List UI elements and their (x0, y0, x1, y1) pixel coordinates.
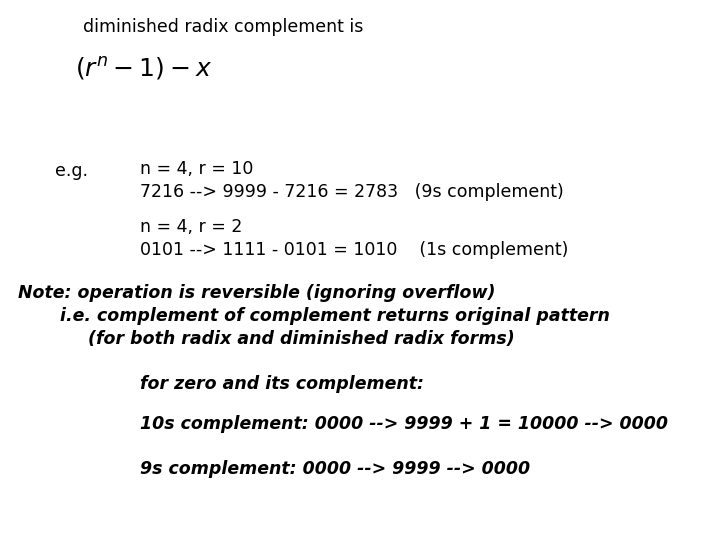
Text: 10s complement: 0000 --> 9999 + 1 = 10000 --> 0000: 10s complement: 0000 --> 9999 + 1 = 1000… (140, 415, 668, 433)
Text: diminished radix complement is: diminished radix complement is (83, 18, 364, 36)
Text: e.g.: e.g. (55, 162, 88, 180)
Text: 7216 --> 9999 - 7216 = 2783   (9s complement): 7216 --> 9999 - 7216 = 2783 (9s compleme… (140, 183, 564, 201)
Text: (for both radix and diminished radix forms): (for both radix and diminished radix for… (88, 330, 515, 348)
Text: 9s complement: 0000 --> 9999 --> 0000: 9s complement: 0000 --> 9999 --> 0000 (140, 460, 530, 478)
Text: n = 4, r = 10: n = 4, r = 10 (140, 160, 253, 178)
Text: for zero and its complement:: for zero and its complement: (140, 375, 424, 393)
Text: n = 4, r = 2: n = 4, r = 2 (140, 218, 243, 236)
Text: i.e. complement of complement returns original pattern: i.e. complement of complement returns or… (60, 307, 610, 325)
Text: Note: operation is reversible (ignoring overflow): Note: operation is reversible (ignoring … (18, 284, 495, 302)
Text: $(r^n-1)-x$: $(r^n-1)-x$ (75, 55, 212, 82)
Text: 0101 --> 1111 - 0101 = 1010    (1s complement): 0101 --> 1111 - 0101 = 1010 (1s compleme… (140, 241, 568, 259)
